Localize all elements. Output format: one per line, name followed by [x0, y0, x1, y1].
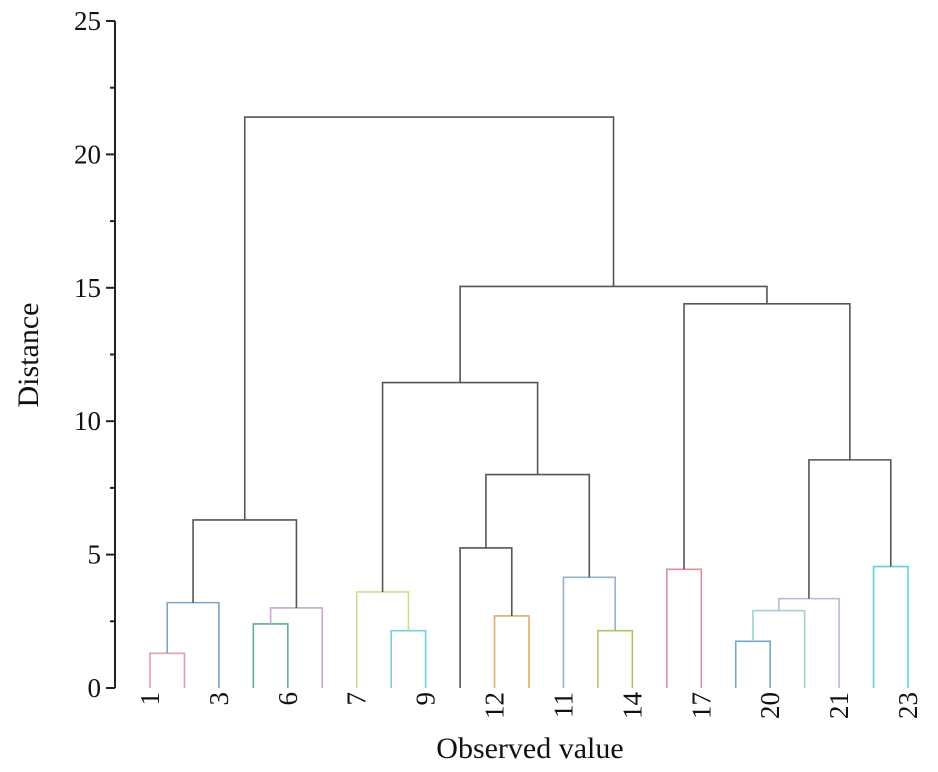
leaf-label: 14 [617, 692, 647, 720]
dendrogram-link [390, 629, 427, 688]
leaf-label: 21 [824, 692, 854, 719]
dendrogram-link [493, 615, 530, 688]
dendrogram-link [243, 116, 615, 520]
dendrogram-link [485, 473, 591, 578]
dendrogram-link [192, 519, 298, 608]
y-tick-label: 0 [88, 673, 102, 703]
leaf-label: 23 [893, 692, 923, 719]
dendrogram-link [777, 597, 840, 688]
leaf-labels: 1 3 6 7 9 12 11 14 17 20 21 23 [135, 692, 923, 720]
dendrogram-link [752, 609, 806, 688]
leaf-label: 6 [273, 692, 303, 706]
dendrogram-links [149, 116, 909, 688]
dendrogram-link [872, 565, 909, 688]
leaf-label: 12 [480, 692, 510, 719]
leaf-label: 9 [411, 692, 441, 706]
y-axis-label: Distance [12, 303, 45, 408]
leaf-label: 3 [204, 692, 234, 706]
y-axis: 0 5 10 15 20 25 [74, 6, 116, 703]
dendrogram-link [166, 601, 220, 688]
dendrogram-link [149, 652, 186, 688]
dendrogram-link [734, 640, 771, 688]
leaf-label: 7 [342, 692, 372, 706]
leaf-label: 11 [548, 692, 578, 718]
dendrogram-link [459, 285, 768, 383]
dendrogram-link [808, 459, 892, 599]
leaf-label: 1 [135, 692, 165, 706]
dendrogram-link [666, 568, 703, 688]
dendrogram-link [355, 591, 410, 688]
y-tick-label: 15 [74, 273, 101, 303]
dendrogram-link [459, 547, 513, 688]
leaf-label: 17 [686, 692, 716, 719]
x-axis-label: Observed value [436, 732, 623, 765]
dendrogram-link [597, 629, 634, 688]
dendrogram-link [562, 576, 616, 688]
dendrogram-link [683, 303, 851, 570]
leaf-label: 20 [755, 692, 785, 719]
dendrogram-link [269, 607, 324, 688]
y-tick-label: 25 [74, 6, 101, 36]
y-tick-label: 5 [88, 540, 102, 570]
y-tick-label: 20 [74, 139, 101, 169]
y-tick-label: 10 [74, 406, 101, 436]
dendrogram-link [252, 623, 289, 688]
